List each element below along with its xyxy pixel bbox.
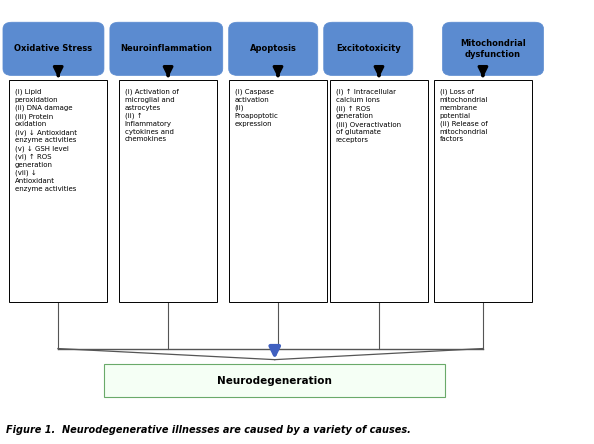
Text: Apoptosis: Apoptosis (250, 44, 296, 53)
Text: Neuroinflammation: Neuroinflammation (121, 44, 212, 53)
Bar (330, 80, 428, 302)
Text: (i) Lipid
peroxidation
(ii) DNA damage
(iii) Protein
oxidation
(iv) ↓ Antioxidan: (i) Lipid peroxidation (ii) DNA damage (… (15, 89, 77, 192)
Bar (119, 80, 217, 302)
Bar (9, 80, 107, 302)
Text: Neurodegeneration: Neurodegeneration (217, 376, 332, 386)
Text: (i) Loss of
mitochondrial
membrane
potential
(ii) Release of
mitochondrial
facto: (i) Loss of mitochondrial membrane poten… (440, 89, 488, 142)
Text: (i) ↑ Intracellular
calcium ions
(ii) ↑ ROS
generation
(iii) Overactivation
of g: (i) ↑ Intracellular calcium ions (ii) ↑ … (336, 89, 401, 143)
Text: Mitochondrial
dysfunction: Mitochondrial dysfunction (460, 39, 526, 59)
Bar (434, 80, 532, 302)
Bar (229, 80, 327, 302)
Text: (i) Activation of
microglial and
astrocytes
(ii) ↑
Inflammatory
cytokines and
ch: (i) Activation of microglial and astrocy… (125, 89, 179, 143)
FancyBboxPatch shape (324, 22, 413, 75)
Bar (104, 364, 445, 397)
Text: (i) Caspase
activation
(ii)
Proapoptotic
expression: (i) Caspase activation (ii) Proapoptotic… (235, 89, 279, 127)
FancyBboxPatch shape (229, 22, 318, 75)
FancyBboxPatch shape (443, 22, 544, 75)
FancyBboxPatch shape (110, 22, 223, 75)
FancyBboxPatch shape (3, 22, 104, 75)
Text: Excitotoxicity: Excitotoxicity (336, 44, 401, 53)
Text: Figure 1.  Neurodegenerative illnesses are caused by a variety of causes.: Figure 1. Neurodegenerative illnesses ar… (6, 425, 411, 435)
Text: Oxidative Stress: Oxidative Stress (14, 44, 93, 53)
